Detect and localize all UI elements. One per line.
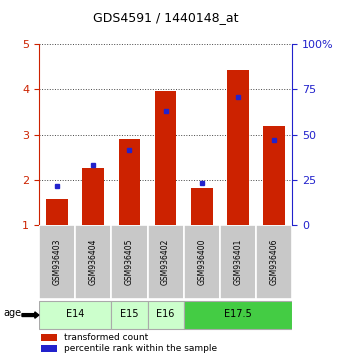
Bar [263, 126, 285, 225]
Text: transformed count: transformed count [64, 333, 148, 342]
Bar [111, 301, 147, 329]
Text: GSM936405: GSM936405 [125, 239, 134, 285]
Bar [75, 225, 111, 299]
Bar [227, 70, 249, 225]
Bar [256, 225, 292, 299]
Text: E17.5: E17.5 [224, 309, 252, 319]
Text: age: age [3, 308, 22, 318]
Bar [220, 225, 256, 299]
Text: GSM936402: GSM936402 [161, 239, 170, 285]
Text: E14: E14 [66, 309, 84, 319]
Text: E15: E15 [120, 309, 139, 319]
Text: GDS4591 / 1440148_at: GDS4591 / 1440148_at [93, 11, 238, 24]
Text: GSM936401: GSM936401 [234, 239, 243, 285]
Text: GSM936404: GSM936404 [89, 239, 98, 285]
Text: GSM936406: GSM936406 [270, 239, 279, 285]
Bar [39, 225, 75, 299]
Text: E16: E16 [156, 309, 175, 319]
Bar [119, 139, 140, 225]
Bar [191, 188, 213, 225]
Bar [184, 301, 292, 329]
Bar [41, 334, 56, 341]
Bar [82, 169, 104, 225]
Bar [147, 301, 184, 329]
Bar [155, 91, 176, 225]
Bar [39, 301, 111, 329]
Bar [111, 225, 147, 299]
Text: percentile rank within the sample: percentile rank within the sample [64, 344, 217, 353]
Bar [184, 225, 220, 299]
Text: GSM936400: GSM936400 [197, 239, 206, 285]
Bar [46, 199, 68, 225]
Bar [147, 225, 184, 299]
Text: GSM936403: GSM936403 [52, 239, 62, 285]
Bar [41, 345, 56, 352]
